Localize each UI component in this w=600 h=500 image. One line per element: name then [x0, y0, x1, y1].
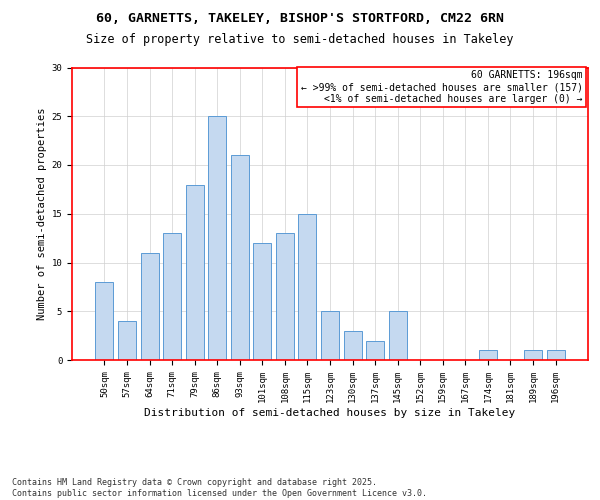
Bar: [524, 350, 542, 360]
Bar: [253, 243, 271, 360]
Text: 60, GARNETTS, TAKELEY, BISHOP'S STORTFORD, CM22 6RN: 60, GARNETTS, TAKELEY, BISHOP'S STORTFOR…: [96, 12, 504, 26]
Text: Size of property relative to semi-detached houses in Takeley: Size of property relative to semi-detach…: [86, 32, 514, 46]
Text: Contains HM Land Registry data © Crown copyright and database right 2025.
Contai: Contains HM Land Registry data © Crown c…: [12, 478, 427, 498]
Bar: [276, 233, 294, 360]
Bar: [547, 350, 565, 360]
Bar: [140, 253, 158, 360]
Bar: [208, 116, 226, 360]
Bar: [321, 311, 339, 360]
Bar: [366, 340, 384, 360]
Bar: [389, 311, 407, 360]
Bar: [298, 214, 316, 360]
Bar: [118, 321, 136, 360]
Bar: [163, 233, 181, 360]
Bar: [344, 331, 362, 360]
Bar: [95, 282, 113, 360]
Bar: [185, 184, 204, 360]
Text: 60 GARNETTS: 196sqm
← >99% of semi-detached houses are smaller (157)
<1% of semi: 60 GARNETTS: 196sqm ← >99% of semi-detac…: [301, 70, 583, 104]
Y-axis label: Number of semi-detached properties: Number of semi-detached properties: [37, 108, 47, 320]
Bar: [479, 350, 497, 360]
Bar: [231, 155, 249, 360]
X-axis label: Distribution of semi-detached houses by size in Takeley: Distribution of semi-detached houses by …: [145, 408, 515, 418]
